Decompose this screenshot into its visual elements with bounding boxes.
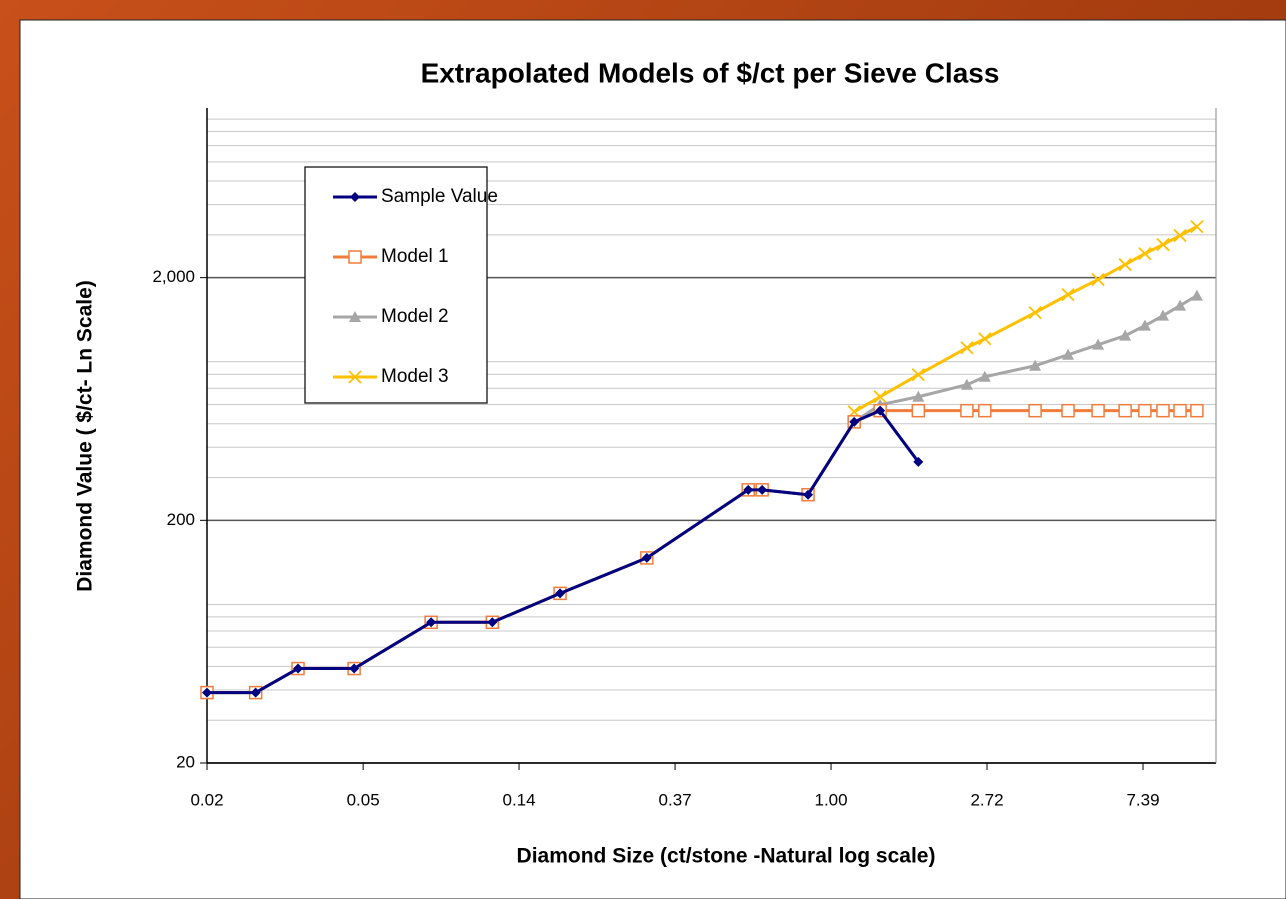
marker — [1190, 403, 1204, 418]
x-tick-label: 7.39 — [1126, 790, 1159, 809]
marker — [875, 405, 886, 416]
legend-label: Model 1 — [381, 246, 449, 267]
marker — [913, 456, 924, 467]
legend-box — [304, 166, 488, 404]
marker — [1119, 329, 1132, 341]
marker — [1092, 338, 1105, 350]
marker — [1061, 287, 1075, 302]
marker — [849, 416, 860, 427]
marker — [1091, 403, 1105, 418]
marker — [873, 390, 887, 404]
marker — [911, 368, 925, 382]
marker — [1173, 403, 1187, 418]
marker — [803, 489, 814, 500]
marker — [911, 403, 926, 418]
x-tick-label: 0.37 — [659, 790, 692, 809]
marker — [1156, 403, 1170, 418]
y-tick-label: 20 — [176, 752, 195, 771]
marker — [978, 403, 992, 418]
marker — [912, 390, 925, 402]
x-tick-label: 0.02 — [190, 790, 223, 809]
x-tick-label: 0.05 — [347, 790, 380, 809]
marker — [426, 617, 437, 628]
marker — [1173, 228, 1187, 243]
marker — [1174, 299, 1187, 311]
marker — [555, 588, 566, 599]
marker — [960, 403, 974, 418]
y-axis-label: Diamond Value ( $/ct- Ln Scale) — [74, 280, 97, 592]
marker — [1138, 403, 1152, 418]
marker — [757, 484, 768, 495]
y-tick-label: 200 — [167, 510, 195, 529]
marker — [349, 663, 360, 674]
marker — [349, 311, 361, 322]
marker — [202, 687, 212, 698]
marker — [641, 552, 652, 563]
marker — [1061, 403, 1075, 418]
legend-label: Model 2 — [381, 306, 449, 327]
marker — [348, 250, 362, 264]
marker — [350, 192, 360, 202]
marker — [293, 663, 304, 674]
x-tick-label: 0.14 — [502, 790, 535, 809]
series-line — [207, 409, 920, 695]
x-tick-label: 2.72 — [970, 790, 1003, 809]
marker — [978, 332, 992, 346]
marker — [960, 378, 973, 390]
marker — [1190, 289, 1203, 301]
marker — [1028, 403, 1042, 418]
marker — [1091, 272, 1105, 287]
marker — [1062, 348, 1075, 360]
marker — [1156, 237, 1170, 252]
marker — [1156, 309, 1169, 321]
marker — [978, 370, 991, 382]
x-axis-label: Diamond Size (ct/stone -Natural log scal… — [517, 845, 936, 868]
chart-title: Extrapolated Models of $/ct per Sieve Cl… — [421, 57, 1000, 88]
marker — [1118, 257, 1132, 272]
marker — [1029, 359, 1042, 371]
marker — [743, 484, 754, 495]
marker — [1190, 219, 1204, 234]
marker — [1138, 246, 1152, 261]
marker — [487, 617, 498, 628]
marker — [1118, 403, 1132, 418]
legend-label: Model 3 — [381, 366, 449, 387]
y-tick-label: 2,000 — [152, 267, 195, 286]
marker — [1138, 319, 1151, 331]
x-tick-label: 1.00 — [814, 790, 847, 809]
legend-label: Sample Value — [381, 186, 498, 207]
marker — [250, 687, 261, 698]
marker — [348, 370, 362, 384]
marker — [960, 341, 974, 355]
marker — [1028, 305, 1042, 320]
